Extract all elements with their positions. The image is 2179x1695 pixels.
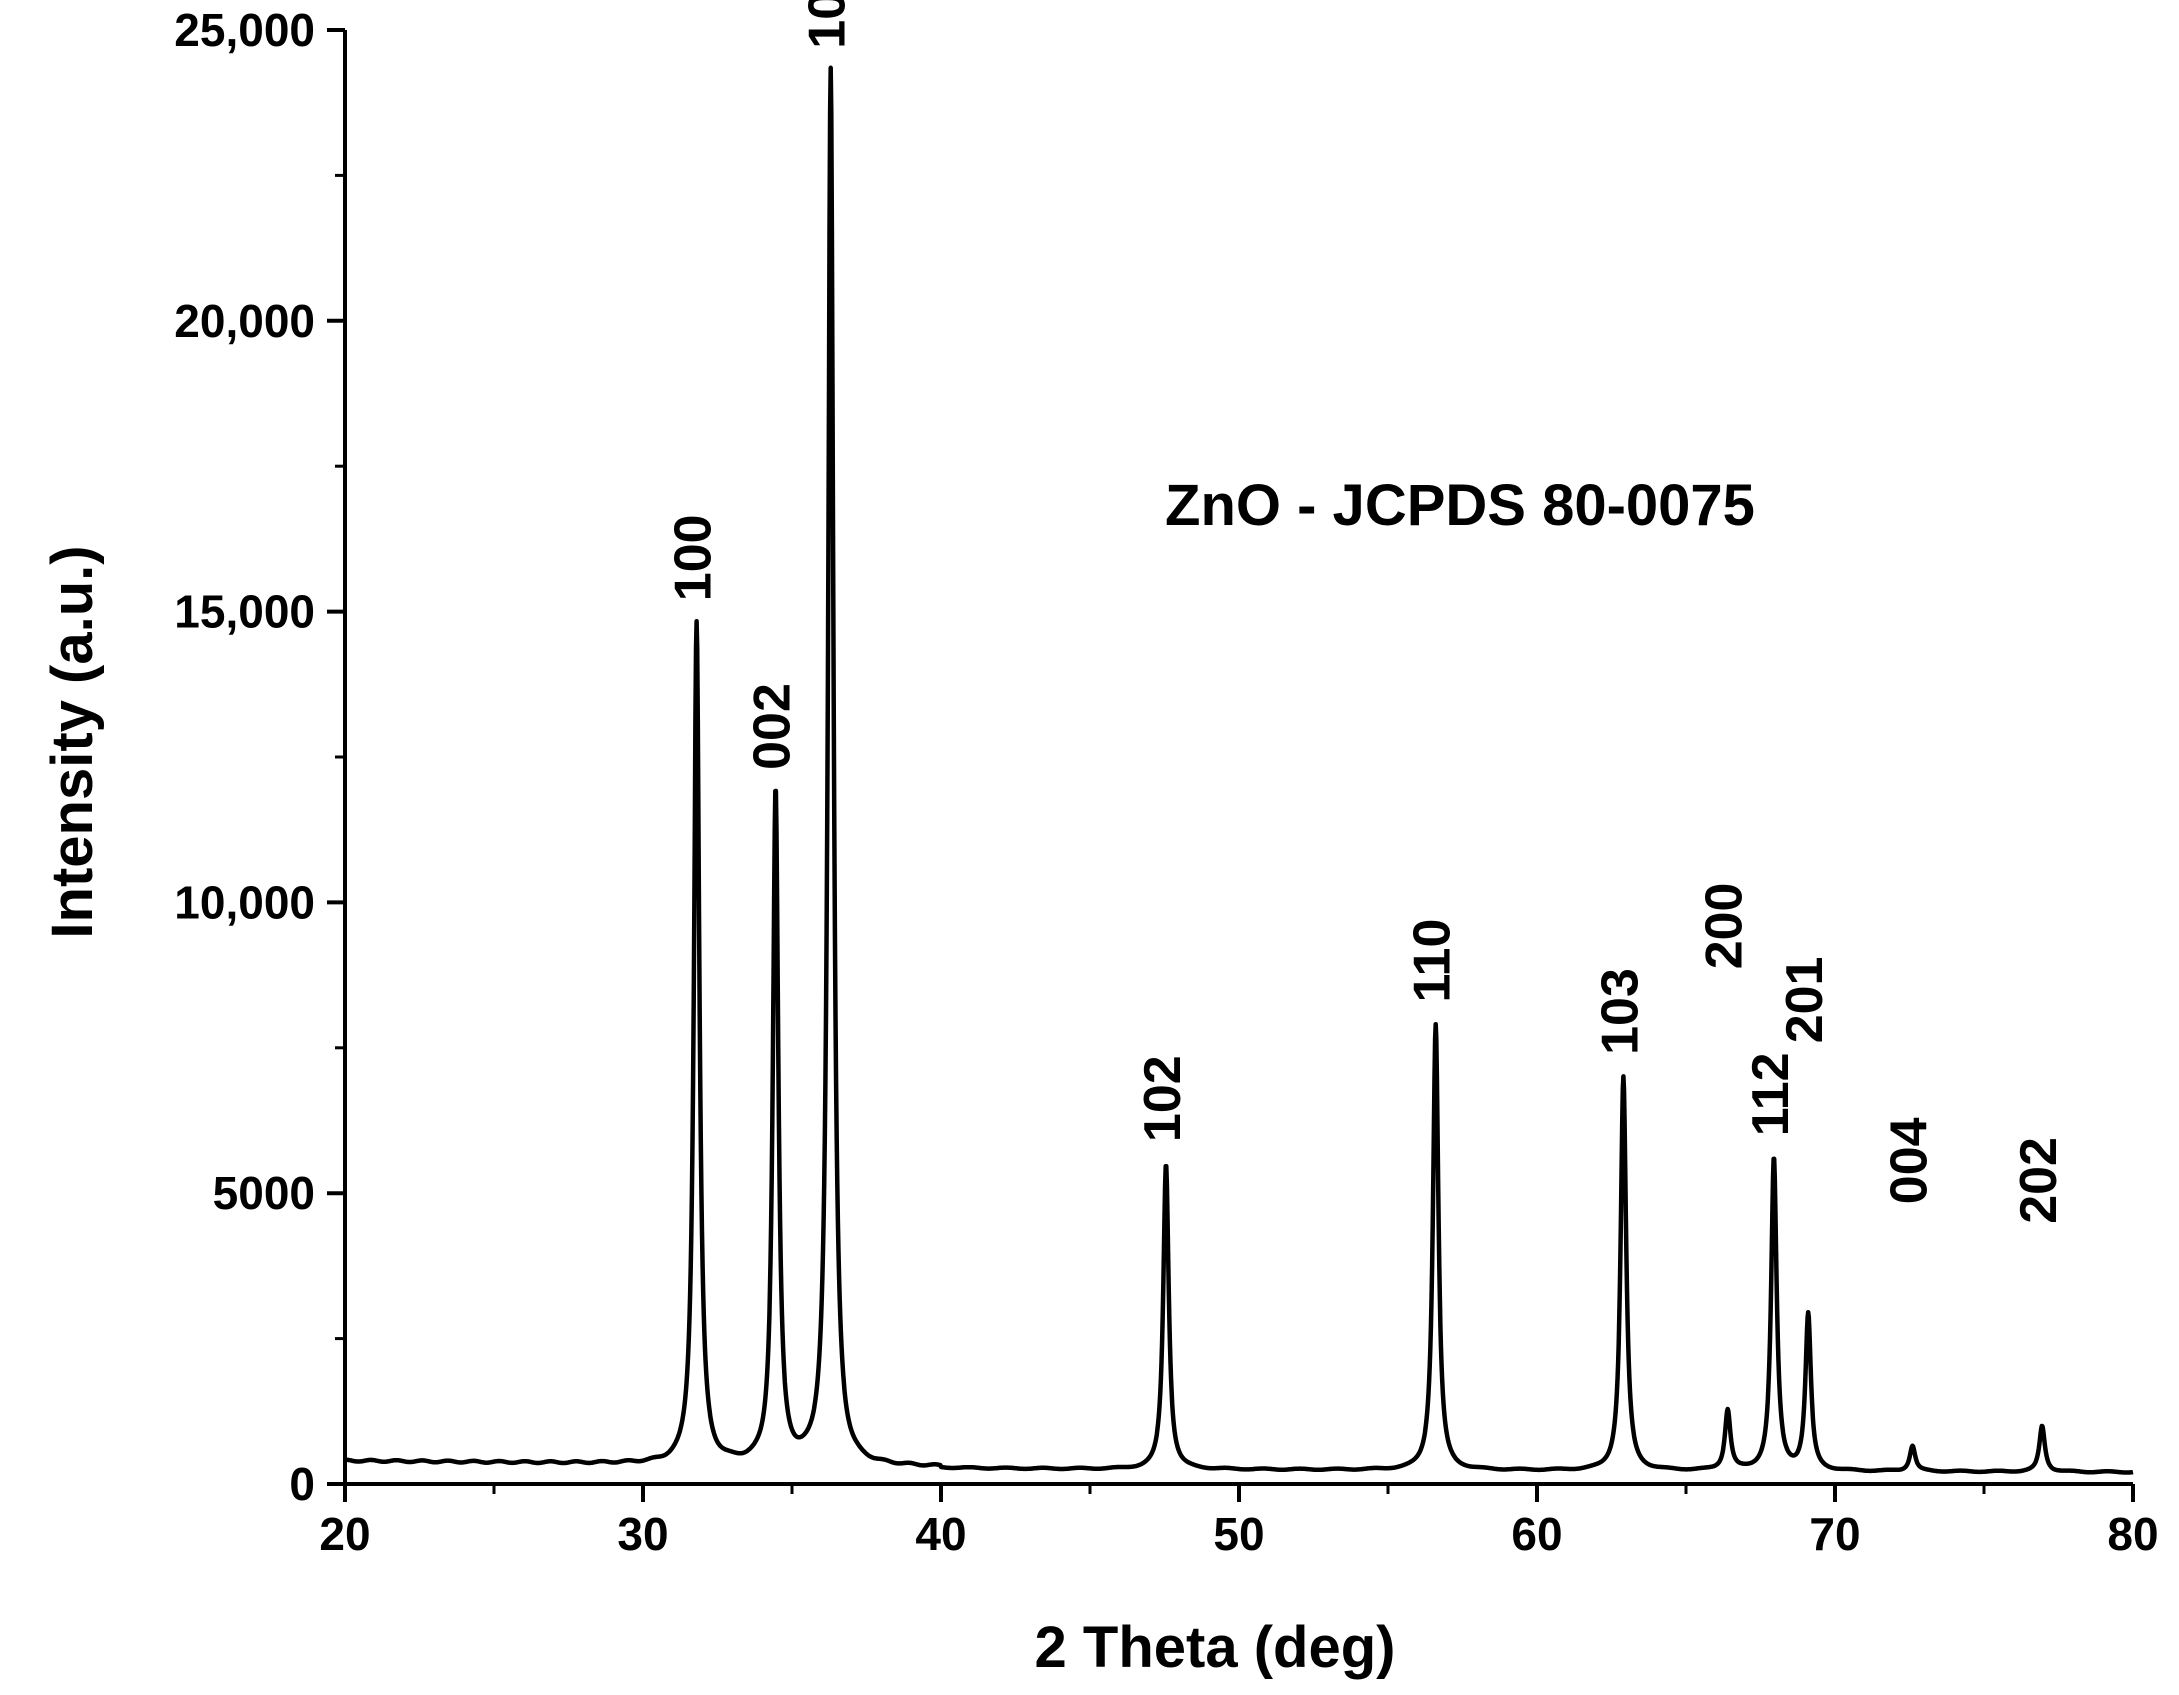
peak-labels: 100 002 101 102 110 103 200 112 201 004 202: [665, 0, 2069, 1224]
peak-label-200: 200: [1696, 883, 1754, 970]
y-axis-label: Intensity (a.u.): [40, 545, 105, 938]
x-tick-label: 80: [2107, 1508, 2158, 1560]
y-tick-label: 25,000: [174, 4, 315, 56]
x-tick-label: 30: [617, 1508, 668, 1560]
x-tick-label: 20: [319, 1508, 370, 1560]
y-tick-label: 10,000: [174, 876, 315, 928]
peak-label-110: 110: [1404, 919, 1462, 1003]
x-tick-label: 70: [1809, 1508, 1860, 1560]
x-tick-label: 50: [1213, 1508, 1264, 1560]
y-tick-label: 5000: [213, 1167, 315, 1219]
y-tick-label: 15,000: [174, 586, 315, 638]
peak-label-112: 112: [1742, 1052, 1800, 1136]
peak-label-004: 004: [1881, 1117, 1939, 1204]
y-tick-label: 20,000: [174, 295, 315, 347]
peak-label-201: 201: [1776, 957, 1834, 1044]
chart-annotation: ZnO - JCPDS 80-0075: [1165, 473, 1755, 538]
peak-label-103: 103: [1591, 968, 1649, 1055]
x-tick-label: 60: [1511, 1508, 1562, 1560]
peak-label-102: 102: [1134, 1055, 1192, 1142]
peak-label-202: 202: [2010, 1137, 2068, 1224]
x-tick-label: 40: [915, 1508, 966, 1560]
peak-label-101: 101: [799, 0, 857, 49]
peak-label-100: 100: [665, 514, 723, 601]
peak-label-002: 002: [744, 683, 802, 770]
ticks: 20 30 40 50 60 70 80 0 5000 10,000 15,000 20,000 25,…: [174, 4, 2158, 1560]
x-axis-label: 2 Theta (deg): [1035, 1615, 1396, 1680]
axes: [343, 30, 2133, 1486]
y-tick-label: 0: [289, 1458, 315, 1510]
series-line: [343, 65, 2135, 1475]
